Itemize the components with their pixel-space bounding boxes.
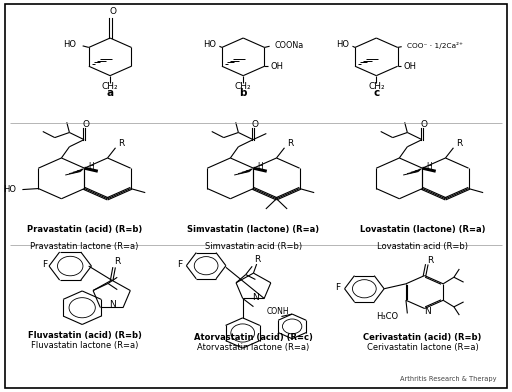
Text: H₃CO: H₃CO xyxy=(377,312,399,321)
Text: Pravastatin lactone (R=a): Pravastatin lactone (R=a) xyxy=(30,242,139,251)
Text: R: R xyxy=(114,257,121,266)
Text: Simvastatin (lactone) (R=a): Simvastatin (lactone) (R=a) xyxy=(187,225,319,234)
Text: Atorvastatin (acid) (R=c): Atorvastatin (acid) (R=c) xyxy=(194,333,313,342)
Text: R: R xyxy=(456,139,462,148)
Text: HO: HO xyxy=(336,40,349,49)
Text: N: N xyxy=(424,307,431,316)
Text: CONH: CONH xyxy=(266,307,289,316)
Text: Arthritis Research & Therapy: Arthritis Research & Therapy xyxy=(400,376,497,382)
Text: HO: HO xyxy=(63,40,76,49)
Text: F: F xyxy=(177,260,182,269)
Text: Pravastatin (acid) (R=b): Pravastatin (acid) (R=b) xyxy=(27,225,142,234)
Text: a: a xyxy=(106,88,114,98)
Text: CH₂: CH₂ xyxy=(368,82,385,91)
Text: H: H xyxy=(88,162,94,171)
Text: Atorvastatin lactone (R=a): Atorvastatin lactone (R=a) xyxy=(197,343,310,352)
Text: N: N xyxy=(109,299,116,309)
Text: Simvastatin acid (R=b): Simvastatin acid (R=b) xyxy=(205,242,302,251)
Text: H: H xyxy=(257,162,263,171)
Text: O: O xyxy=(82,120,89,129)
Text: Cerivastatin (acid) (R=b): Cerivastatin (acid) (R=b) xyxy=(363,333,482,342)
Text: O: O xyxy=(420,120,427,129)
Text: CH₂: CH₂ xyxy=(102,82,118,91)
Text: Fluvastatin (acid) (R=b): Fluvastatin (acid) (R=b) xyxy=(28,332,141,340)
Text: F: F xyxy=(42,260,47,269)
Text: CH₂: CH₂ xyxy=(235,82,251,91)
Text: COONa: COONa xyxy=(275,41,304,50)
Text: N: N xyxy=(252,293,259,302)
Text: Lovastatin acid (R=b): Lovastatin acid (R=b) xyxy=(377,242,468,251)
Text: COO⁻ · 1/2Ca²⁺: COO⁻ · 1/2Ca²⁺ xyxy=(407,42,463,49)
Text: OH: OH xyxy=(404,62,417,71)
Text: F: F xyxy=(335,283,340,292)
Text: R: R xyxy=(254,256,261,265)
Text: H: H xyxy=(426,162,432,171)
Text: Lovastatin (lactone) (R=a): Lovastatin (lactone) (R=a) xyxy=(359,225,485,234)
Text: O: O xyxy=(109,7,116,16)
Text: b: b xyxy=(240,88,247,98)
Text: R: R xyxy=(427,256,433,265)
Text: c: c xyxy=(373,88,379,98)
Text: HO: HO xyxy=(203,40,216,49)
Text: OH: OH xyxy=(271,62,284,71)
Text: O: O xyxy=(251,120,258,129)
Text: HO: HO xyxy=(3,185,16,194)
Text: Fluvastatin lactone (R=a): Fluvastatin lactone (R=a) xyxy=(31,341,138,350)
Text: R: R xyxy=(287,139,293,148)
Text: R: R xyxy=(118,139,124,148)
Text: Cerivastatin lactone (R=a): Cerivastatin lactone (R=a) xyxy=(367,343,478,352)
